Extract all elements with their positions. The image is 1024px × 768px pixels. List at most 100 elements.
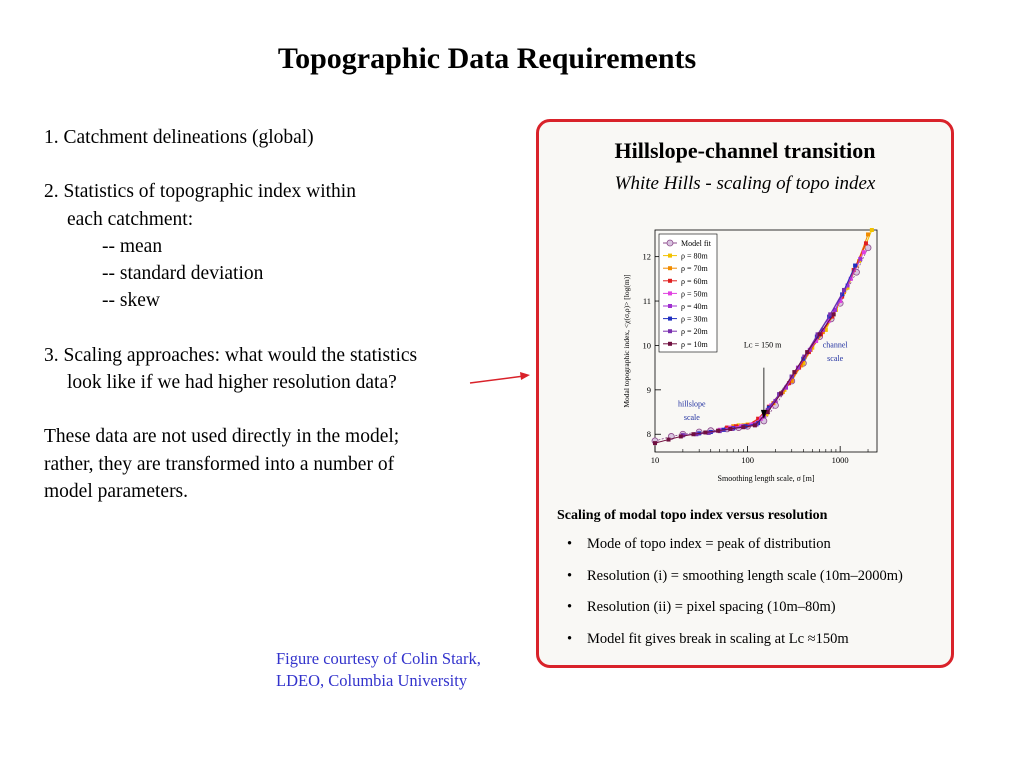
- data-point: [756, 416, 761, 421]
- requirement-2: 2. Statistics of topographic index withi…: [44, 181, 356, 203]
- y-tick-label: 9: [647, 385, 651, 395]
- channel-label: scale: [827, 354, 843, 363]
- data-point: [833, 307, 838, 312]
- data-point: [792, 370, 797, 375]
- sub-item-skew: -- skew: [102, 290, 160, 312]
- bullet-item: • Resolution (ii) = pixel spacing (10m–80…: [567, 599, 836, 615]
- data-point: [838, 299, 843, 304]
- legend-marker: [668, 341, 672, 346]
- data-point: [703, 430, 708, 435]
- data-point: [841, 287, 846, 292]
- figure-credit: Figure courtesy of Colin Stark, LDEO, Co…: [276, 648, 481, 692]
- data-point: [866, 232, 871, 237]
- data-point: [863, 241, 868, 246]
- y-tick-label: 12: [643, 252, 652, 262]
- slide-title: Topographic Data Requirements: [277, 42, 697, 75]
- legend-label: ρ = 50m: [681, 289, 709, 298]
- bullet-item: • Model fit gives break in scaling at Lc …: [567, 630, 849, 647]
- y-tick-label: 11: [643, 296, 651, 306]
- requirement-3-cont: look like if we had higher resolution da…: [67, 372, 397, 394]
- data-point: [805, 350, 810, 355]
- legend-marker: [668, 266, 672, 271]
- x-tick-label: 10: [651, 455, 660, 465]
- x-tick-label: 1000: [832, 455, 849, 465]
- credit-line-2: LDEO, Columbia University: [276, 671, 468, 690]
- body-text: 1. Catchment delineations (global) 2. St…: [44, 124, 504, 505]
- y-tick-label: 10: [643, 340, 652, 350]
- data-point: [817, 332, 822, 337]
- data-point: [680, 433, 685, 438]
- requirement-2-cont: each catchment:: [67, 208, 194, 230]
- data-point: [815, 332, 820, 337]
- data-point: [814, 334, 819, 339]
- legend-marker: [668, 278, 672, 283]
- lc-annotation: Lᴄ = 150 m: [744, 340, 782, 349]
- data-point: [666, 437, 671, 442]
- legend-marker: [668, 316, 672, 321]
- plot-frame: [654, 229, 878, 453]
- data-point: [861, 250, 866, 255]
- lc-arrow-head: [760, 409, 767, 419]
- data-point: [653, 441, 657, 446]
- data-point: [716, 428, 721, 433]
- legend-label: ρ = 30m: [681, 315, 709, 324]
- legend-marker: [668, 291, 672, 296]
- credit-line-1: Figure courtesy of Colin Stark,: [276, 649, 481, 668]
- y-axis-label: Modal topographic index, <χ(σ,ρ)> [log(m…: [622, 274, 631, 407]
- legend-label: ρ = 80m: [681, 252, 709, 261]
- channel-label: channel: [823, 341, 849, 350]
- legend-marker: [668, 253, 672, 258]
- legend-label: ρ = 40m: [681, 302, 709, 311]
- series-line: [726, 243, 867, 429]
- data-point: [801, 361, 806, 366]
- figure-bullets: • Mode of topo index = peak of distributi…: [567, 536, 903, 662]
- legend-label: Model fit: [681, 239, 712, 248]
- bullet-item: • Resolution (i) = smoothing length scale…: [567, 567, 903, 584]
- data-point: [752, 423, 757, 428]
- y-tick-label: 8: [647, 429, 651, 439]
- data-point: [678, 434, 683, 439]
- x-axis-label: Smoothing length scale, σ [m]: [718, 474, 815, 483]
- figure-subtitle: White Hills - scaling of topo index: [614, 173, 876, 194]
- data-point: [828, 312, 833, 317]
- figure-title: Hillslope-channel transition: [614, 138, 876, 163]
- data-point: [823, 327, 828, 332]
- x-tick-label: 100: [741, 455, 754, 465]
- note-line-3: model parameters.: [44, 480, 189, 502]
- data-point: [765, 407, 770, 412]
- series-line: [733, 234, 869, 427]
- legend-marker: [666, 239, 674, 247]
- legend-label: ρ = 20m: [681, 327, 709, 336]
- bullet-item: • Mode of topo index = peak of distributi…: [567, 536, 831, 552]
- series-line: [738, 229, 873, 426]
- requirement-1: 1. Catchment delineations (global): [44, 127, 314, 148]
- data-point: [783, 385, 788, 390]
- legend-marker: [668, 329, 672, 334]
- data-point: [840, 292, 845, 297]
- sub-item-std: -- standard deviation: [102, 263, 264, 285]
- data-point: [728, 426, 733, 431]
- note-line-1: These data are not used directly in the …: [44, 426, 400, 448]
- data-point: [831, 312, 836, 317]
- data-point: [789, 378, 794, 383]
- data-point: [845, 285, 850, 290]
- requirement-3: 3. Scaling approaches: what would the st…: [44, 344, 418, 366]
- data-point: [734, 424, 739, 429]
- data-point: [765, 410, 770, 415]
- data-point: [799, 363, 804, 368]
- data-point: [869, 228, 874, 232]
- data-point: [858, 256, 863, 261]
- legend-marker: [668, 304, 672, 308]
- data-point: [779, 391, 784, 396]
- hillslope-label: hillslope: [678, 400, 706, 409]
- data-point: [764, 412, 769, 417]
- scaling-chart: 10 100 1000 8 9 10 11 12 Smoothing length scale,…: [622, 228, 878, 483]
- legend-label: ρ = 70m: [681, 264, 709, 273]
- data-point: [741, 425, 746, 430]
- data-point: [853, 263, 858, 268]
- legend-label: ρ = 60m: [681, 277, 709, 286]
- data-point: [807, 347, 812, 352]
- legend-label: ρ = 10m: [681, 340, 709, 349]
- note-line-2: rather, they are transformed into a numb…: [44, 453, 395, 475]
